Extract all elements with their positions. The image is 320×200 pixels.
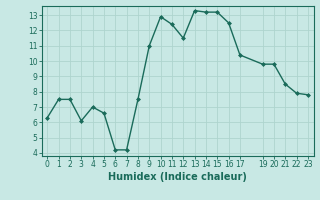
X-axis label: Humidex (Indice chaleur): Humidex (Indice chaleur) [108, 172, 247, 182]
